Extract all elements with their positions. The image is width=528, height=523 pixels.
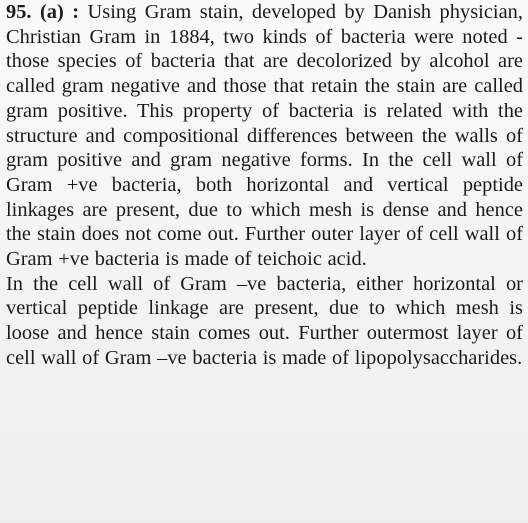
answer-text-1: Using Gram stain, developed by Danish ph…: [6, 1, 524, 271]
question-number: 95. (a) :: [6, 1, 80, 23]
answer-paragraph-2: In the cell wall of Gram –ve bacteria, e…: [6, 272, 523, 369]
answer-paragraph-1: 95. (a) : Using Gram stain, developed by…: [6, 0, 523, 272]
